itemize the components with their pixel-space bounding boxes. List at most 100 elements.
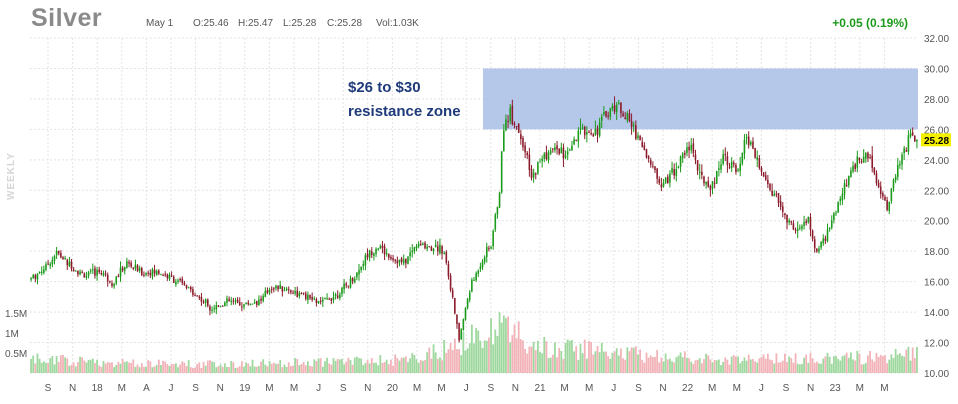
candle-body bbox=[230, 300, 233, 302]
candle-body bbox=[709, 185, 712, 191]
volume-bar bbox=[236, 367, 239, 373]
volume-bar bbox=[509, 342, 512, 373]
candle-body bbox=[490, 247, 492, 249]
volume-bar bbox=[217, 366, 220, 373]
volume-bar bbox=[104, 363, 107, 373]
volume-bar bbox=[390, 359, 392, 373]
candle-body bbox=[273, 288, 275, 290]
time-tick-label: J bbox=[464, 383, 469, 394]
volume-bar bbox=[223, 363, 226, 373]
volume-bar bbox=[447, 349, 450, 373]
candle-body bbox=[290, 290, 292, 293]
time-tick-label: 20 bbox=[387, 383, 399, 394]
volume-bar bbox=[864, 362, 867, 373]
volume-bar bbox=[200, 367, 203, 373]
candle-body bbox=[47, 263, 49, 265]
time-tick-label: N bbox=[512, 383, 519, 394]
volume-bar bbox=[705, 353, 708, 373]
resistance-zone bbox=[483, 68, 918, 130]
candle-body bbox=[294, 291, 296, 294]
candle-body bbox=[724, 153, 727, 156]
volume-bar bbox=[549, 357, 552, 373]
candle-body bbox=[238, 302, 241, 306]
candle-body bbox=[339, 294, 341, 299]
volume-bar bbox=[660, 357, 663, 373]
volume-bar bbox=[511, 335, 514, 373]
volume-bar bbox=[656, 349, 659, 373]
candle-body bbox=[245, 302, 247, 304]
volume-bar bbox=[466, 348, 469, 373]
candle-body bbox=[368, 250, 371, 258]
candle-body bbox=[298, 292, 301, 296]
candle-body bbox=[892, 179, 895, 189]
volume-bar bbox=[373, 362, 375, 373]
volume-bar bbox=[30, 358, 32, 373]
candle-body bbox=[194, 295, 196, 297]
volume-bar bbox=[143, 366, 145, 373]
candle-body bbox=[302, 292, 305, 294]
volume-bar bbox=[377, 365, 380, 373]
volume-bar bbox=[713, 359, 716, 373]
volume-bar bbox=[275, 363, 277, 373]
candle-body bbox=[843, 183, 846, 195]
candle-body bbox=[62, 257, 64, 260]
candle-body bbox=[649, 160, 652, 165]
candle-body bbox=[100, 273, 103, 275]
candle-body bbox=[769, 184, 771, 190]
volume-bar bbox=[617, 355, 620, 373]
candle-body bbox=[217, 305, 220, 307]
volume-bar bbox=[526, 353, 529, 373]
candle-body bbox=[415, 246, 418, 249]
candle-body bbox=[483, 257, 486, 262]
candle-body bbox=[558, 148, 560, 154]
candle-body bbox=[439, 244, 441, 254]
volume-bar bbox=[287, 362, 290, 373]
candle-body bbox=[164, 274, 167, 276]
candle-body bbox=[777, 193, 780, 203]
time-tick-label: M bbox=[708, 383, 716, 394]
volume-bar bbox=[102, 360, 105, 373]
candle-body bbox=[750, 142, 752, 145]
volume-bar bbox=[128, 362, 130, 373]
volume-bar bbox=[651, 356, 654, 373]
candle-body bbox=[647, 156, 650, 159]
volume-bar bbox=[302, 361, 305, 373]
last-price-tag: 25.28 bbox=[924, 136, 949, 147]
volume-bar bbox=[681, 357, 684, 373]
candle-body bbox=[713, 182, 716, 184]
volume-bar bbox=[123, 362, 126, 373]
volume-bar bbox=[498, 312, 501, 373]
time-tick-label: 19 bbox=[239, 383, 251, 394]
candle-body bbox=[232, 300, 235, 302]
candle-body bbox=[275, 285, 277, 289]
volume-bar bbox=[809, 352, 812, 373]
volume-bar bbox=[456, 349, 458, 373]
candle-body bbox=[605, 111, 607, 117]
candle-body bbox=[896, 165, 899, 178]
candle-body bbox=[664, 177, 667, 183]
volume-bar bbox=[358, 358, 360, 373]
volume-bar bbox=[534, 350, 537, 373]
candle-body bbox=[807, 216, 810, 223]
candle-body bbox=[481, 261, 484, 268]
candle-body bbox=[451, 290, 454, 298]
volume-bar bbox=[396, 358, 399, 373]
candle-body bbox=[577, 130, 580, 142]
volume-bar bbox=[532, 341, 535, 373]
candle-body bbox=[121, 268, 124, 271]
candle-body bbox=[411, 250, 414, 253]
volume-bar bbox=[255, 366, 258, 373]
volume-bar bbox=[796, 363, 799, 373]
candle-body bbox=[839, 198, 842, 202]
volume-bar bbox=[415, 359, 418, 373]
candle-body bbox=[728, 166, 731, 168]
candle-body bbox=[226, 298, 228, 303]
volume-bar bbox=[55, 356, 58, 373]
volume-bar bbox=[560, 350, 563, 373]
candle-body bbox=[841, 193, 844, 201]
candle-body bbox=[760, 167, 763, 172]
volume-bar bbox=[607, 356, 610, 373]
candle-body bbox=[373, 253, 375, 256]
candle-body bbox=[865, 152, 867, 159]
